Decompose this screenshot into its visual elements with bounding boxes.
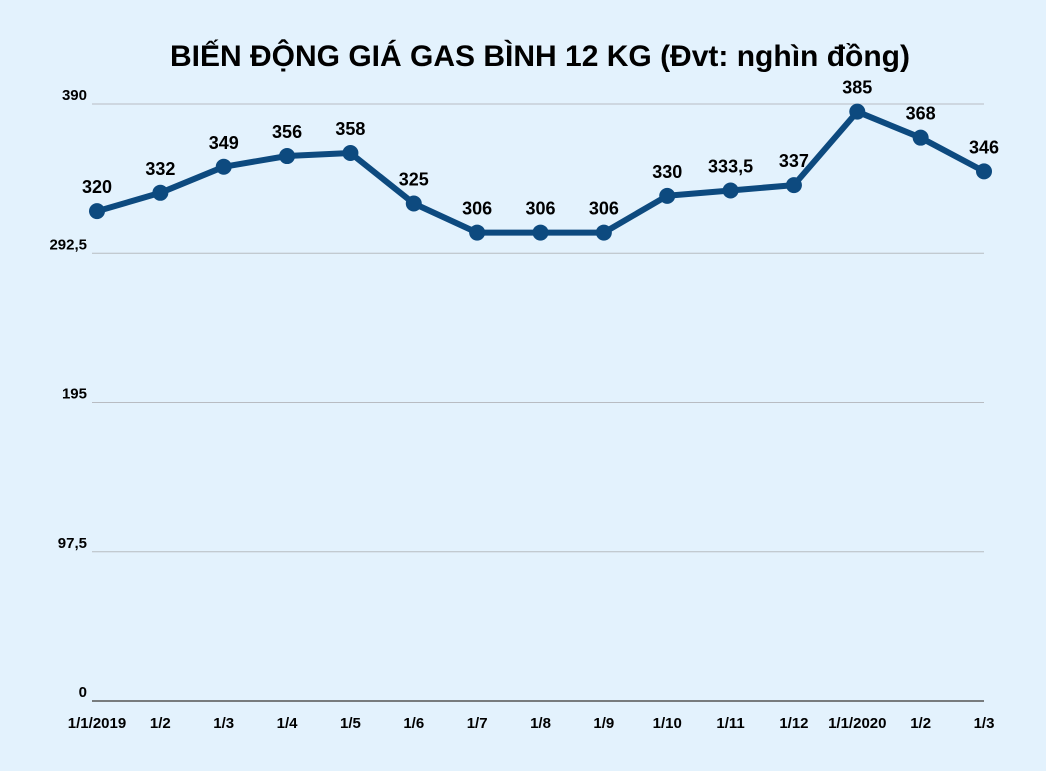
data-label: 349 (209, 133, 239, 153)
data-point (152, 184, 169, 201)
chart-title: BIẾN ĐỘNG GIÁ GAS BÌNH 12 KG (Đvt: nghìn… (170, 39, 910, 73)
y-tick-label: 0 (79, 684, 87, 701)
x-tick-label: 1/2 (150, 715, 171, 732)
data-label: 385 (842, 78, 872, 98)
data-label: 320 (82, 177, 112, 197)
x-tick-label: 1/8 (530, 715, 551, 732)
gridlines (92, 103, 984, 702)
x-tick-label: 1/9 (593, 715, 614, 732)
data-point (595, 224, 612, 241)
x-tick-label: 1/2 (910, 715, 931, 732)
data-label: 368 (906, 104, 936, 124)
x-tick-label: 1/3 (213, 715, 234, 732)
data-point (912, 129, 929, 146)
data-label: 332 (145, 159, 175, 179)
x-tick-label: 1/7 (467, 715, 488, 732)
data-point (469, 224, 486, 241)
data-point (89, 203, 105, 220)
data-label: 306 (589, 199, 619, 219)
series-markers (89, 103, 992, 241)
data-label: 356 (272, 122, 302, 142)
data-point (849, 103, 866, 120)
data-point (722, 182, 739, 199)
data-point (976, 163, 992, 180)
data-point (532, 224, 549, 241)
data-label: 337 (779, 151, 809, 171)
x-tick-label: 1/10 (653, 715, 682, 732)
data-label: 325 (399, 170, 429, 190)
data-label: 306 (462, 199, 492, 219)
data-label: 333,5 (708, 156, 753, 176)
data-label: 358 (335, 119, 365, 139)
data-label: 306 (525, 199, 555, 219)
y-tick-label: 292,5 (49, 236, 87, 253)
data-point (659, 187, 676, 204)
data-labels: 320 332 349 356 358 325 306 306 306 330 333,5 337 38… (82, 78, 999, 219)
x-axis-ticks: 1/1/2019 1/2 1/3 1/4 1/5 1/6 1/7 1/8 1/9 1/10 1/11… (68, 715, 995, 732)
x-tick-label: 1/6 (403, 715, 424, 732)
x-tick-label: 1/1/2020 (828, 715, 886, 732)
x-tick-label: 1/12 (779, 715, 808, 732)
data-label: 330 (652, 162, 682, 182)
y-axis-ticks: 0 97,5 195 292,5 390 (49, 87, 87, 701)
y-tick-label: 195 (62, 386, 87, 403)
x-tick-label: 1/1/2019 (68, 715, 126, 732)
data-point (215, 158, 232, 175)
data-point (785, 177, 802, 194)
x-tick-label: 1/3 (974, 715, 995, 732)
x-tick-label: 1/11 (716, 715, 744, 732)
data-point (342, 144, 359, 161)
x-tick-label: 1/4 (277, 715, 299, 732)
x-tick-label: 1/5 (340, 715, 361, 732)
data-point (279, 148, 296, 165)
y-tick-label: 97,5 (58, 535, 87, 552)
data-point (405, 195, 422, 212)
y-tick-label: 390 (62, 87, 87, 104)
data-label: 346 (969, 137, 999, 157)
